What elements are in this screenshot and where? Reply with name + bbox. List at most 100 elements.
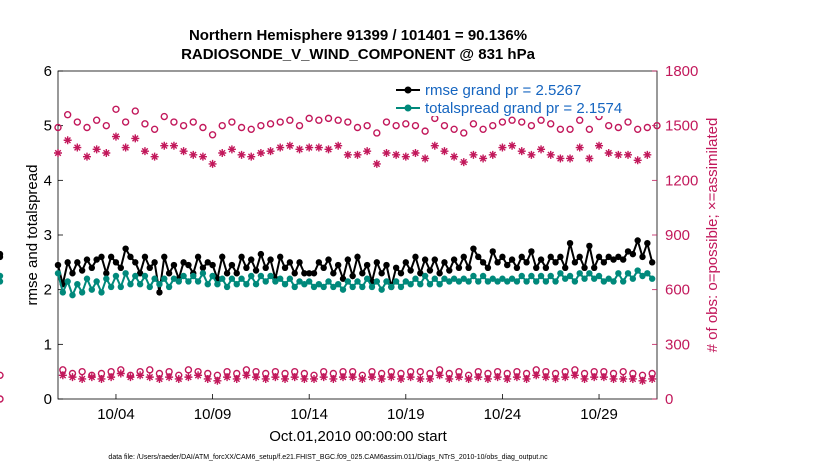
point-possible (257, 121, 265, 130)
point-totalspread (460, 275, 467, 282)
point-possible (78, 367, 86, 376)
point-possible (556, 125, 565, 134)
legend-marker-rmse (404, 86, 412, 94)
point-assimilated (522, 374, 531, 383)
point-assimilated (329, 374, 338, 383)
point-assimilated (556, 154, 565, 163)
point-assimilated (503, 374, 512, 383)
point-assimilated (324, 145, 333, 154)
point-assimilated (445, 374, 454, 383)
point-totalspread (252, 281, 260, 288)
point-totalspread (141, 272, 149, 280)
point-assimilated (425, 374, 434, 383)
point-assimilated (348, 373, 357, 382)
right-tick-label: 1800 (665, 63, 698, 80)
point-rmse (165, 270, 173, 277)
point-totalspread (354, 278, 361, 285)
point-totalspread (392, 278, 400, 285)
point-assimilated (604, 149, 613, 157)
point-rmse (615, 253, 622, 261)
point-totalspread (513, 278, 521, 285)
point-assimilated (189, 150, 198, 159)
point-rmse (648, 259, 656, 266)
point-rmse (93, 256, 100, 263)
point-rmse (392, 264, 400, 271)
point-rmse (566, 240, 574, 247)
right-tick-label: 300 (665, 336, 690, 353)
point-possible (411, 121, 420, 130)
point-totalspread (219, 275, 226, 282)
point-totalspread (504, 278, 511, 285)
point-rmse (78, 267, 86, 274)
point-assimilated (450, 152, 459, 161)
point-rmse (571, 259, 579, 266)
point-totalspread (209, 272, 216, 280)
point-rmse (354, 253, 361, 261)
point-totalspread (639, 272, 646, 280)
point-rmse (600, 259, 608, 266)
point-possible (604, 121, 613, 130)
y-axis-label-right: # of obs: o=possible; ×=assimilated (704, 118, 721, 353)
point-assimilated (232, 374, 241, 383)
point-totalspread (605, 275, 612, 282)
point-rmse (103, 270, 110, 277)
point-rmse (344, 256, 352, 263)
point-totalspread (373, 278, 381, 285)
point-assimilated (198, 152, 207, 161)
point-assimilated (387, 373, 396, 382)
point-possible (566, 125, 574, 134)
point-assimilated (469, 150, 478, 159)
point-possible (141, 120, 149, 128)
point-totalspread (281, 281, 289, 288)
point-assimilated (68, 373, 77, 382)
point-totalspread (542, 278, 550, 285)
point-rmse (450, 256, 458, 263)
point-rmse (243, 264, 250, 271)
point-assimilated (58, 371, 67, 380)
point-assimilated (271, 373, 280, 382)
point-assimilated (512, 373, 521, 382)
point-assimilated (619, 374, 628, 383)
point-rmse (112, 259, 120, 266)
point-assimilated (541, 373, 550, 382)
point-rmse (228, 261, 236, 269)
point-possible (508, 116, 516, 124)
point-assimilated (633, 156, 642, 165)
point-totalspread (581, 275, 588, 282)
point-assimilated (546, 150, 555, 159)
series-line-totalspread (57, 268, 653, 298)
point-rmse (315, 259, 323, 266)
point-rmse (209, 261, 216, 269)
point-rmse (586, 242, 593, 250)
point-possible (146, 366, 154, 374)
point-assimilated (256, 149, 265, 157)
point-assimilated (411, 149, 420, 157)
point-assimilated (493, 373, 502, 382)
point-totalspread (407, 281, 414, 288)
point-assimilated (599, 373, 608, 382)
point-rmse (146, 264, 153, 271)
point-assimilated (334, 141, 343, 150)
point-possible (102, 121, 111, 130)
point-rmse (310, 270, 318, 277)
point-totalspread (330, 283, 337, 291)
point-rmse (499, 253, 506, 261)
point-rmse (465, 264, 472, 271)
point-possible (402, 120, 410, 128)
point-possible (373, 129, 381, 137)
point-totalspread (248, 272, 255, 280)
point-totalspread (431, 275, 438, 282)
point-possible (585, 125, 594, 134)
point-possible (179, 121, 188, 130)
point-assimilated (310, 374, 319, 383)
point-possible (334, 116, 342, 124)
point-totalspread (484, 278, 492, 285)
point-rmse (257, 250, 265, 258)
point-rmse (132, 259, 139, 266)
point-totalspread (455, 278, 463, 285)
point-totalspread (175, 278, 182, 285)
point-totalspread (397, 283, 405, 291)
point-rmse (248, 256, 255, 263)
point-totalspread (161, 275, 168, 282)
point-rmse (127, 253, 134, 261)
